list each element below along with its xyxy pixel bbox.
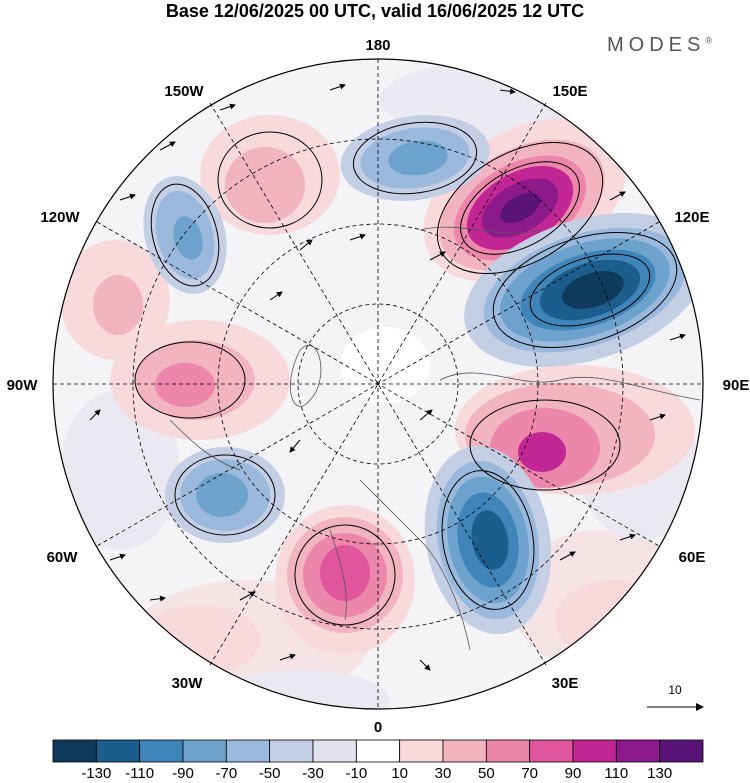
colorbar-tick-label: -50	[259, 765, 281, 782]
lon-label-60e: 60E	[679, 549, 706, 566]
colorbar-swatch	[615, 739, 661, 763]
negative-anomaly-se	[424, 445, 552, 635]
colorbar-swatch	[95, 739, 141, 763]
lon-label-90w: 90W	[7, 377, 39, 394]
reference-vector-label: 10	[668, 683, 682, 697]
colorbar-swatch	[52, 739, 97, 763]
lon-label-120e: 120E	[674, 209, 709, 226]
negative-anomaly-ne	[464, 213, 703, 367]
colorbar-swatch	[355, 739, 401, 763]
colorbar-tick-label: -30	[302, 765, 324, 782]
positive-anomaly-south	[275, 505, 415, 655]
lon-label-30w: 30W	[172, 675, 204, 692]
colorbar-swatch	[225, 739, 271, 763]
colorbar-tick-label: -110	[125, 765, 154, 782]
map-boundary	[52, 58, 704, 710]
colorbar-tick-label: 50	[478, 765, 495, 782]
colorbar: -130 -110 -90 -70 -50 -30 -10 10 30 50 70 90 110 130	[52, 739, 704, 782]
colorbar-tick-label: 110	[604, 765, 628, 782]
wind-arrows	[89, 83, 686, 671]
longitude-labels: 180 0 90W 90E 150W 150E 120W 120E 60W 60…	[7, 37, 750, 736]
colorbar-tick-label: -130	[81, 765, 111, 782]
brand-name: MODES	[607, 34, 706, 56]
colorbar-swatch	[139, 739, 184, 763]
colorbar-tick-label: 70	[521, 765, 538, 782]
negative-anomaly-nw	[143, 176, 227, 294]
lon-label-120w: 120W	[40, 209, 80, 226]
colorbar-swatch	[659, 739, 704, 763]
coastlines	[169, 226, 701, 651]
map-title: Base 12/06/2025 00 UTC, valid 16/06/2025…	[165, 1, 585, 21]
colorbar-swatch	[485, 739, 531, 763]
streamlines	[134, 121, 678, 626]
colorbar-tick-label: 130	[647, 765, 672, 782]
colorbar-tick-label: 30	[435, 765, 452, 782]
negative-anomaly-sw	[165, 447, 285, 543]
colorbar-swatch	[182, 739, 227, 763]
colorbar-swatch	[572, 739, 617, 763]
lon-label-90e: 90E	[723, 377, 750, 394]
lon-label-0: 0	[374, 719, 382, 736]
lon-label-30e: 30E	[552, 675, 579, 692]
positive-anomaly-west	[110, 320, 290, 440]
colorbar-swatch	[312, 739, 357, 763]
colorbar-tick-label: -10	[345, 765, 367, 782]
colorbar-tick-label: 90	[565, 765, 582, 782]
modes-logo: MODES®	[607, 34, 712, 57]
lon-label-150e: 150E	[552, 83, 587, 100]
lon-label-60w: 60W	[47, 549, 79, 566]
lon-label-180: 180	[365, 37, 390, 54]
brand-mark: ®	[705, 35, 712, 46]
colorbar-swatch	[529, 739, 574, 763]
pole-region	[340, 327, 430, 403]
reference-vector: 10	[647, 683, 704, 711]
colorbar-swatch	[399, 739, 444, 763]
colorbar-swatch	[442, 739, 487, 763]
colorbar-swatch	[269, 739, 314, 763]
colorbar-tick-label: -70	[215, 765, 237, 782]
colorbar-tick-label: -90	[172, 765, 194, 782]
lon-label-150w: 150W	[164, 83, 204, 100]
colorbar-tick-label: 10	[391, 765, 408, 782]
graticule	[53, 59, 703, 709]
